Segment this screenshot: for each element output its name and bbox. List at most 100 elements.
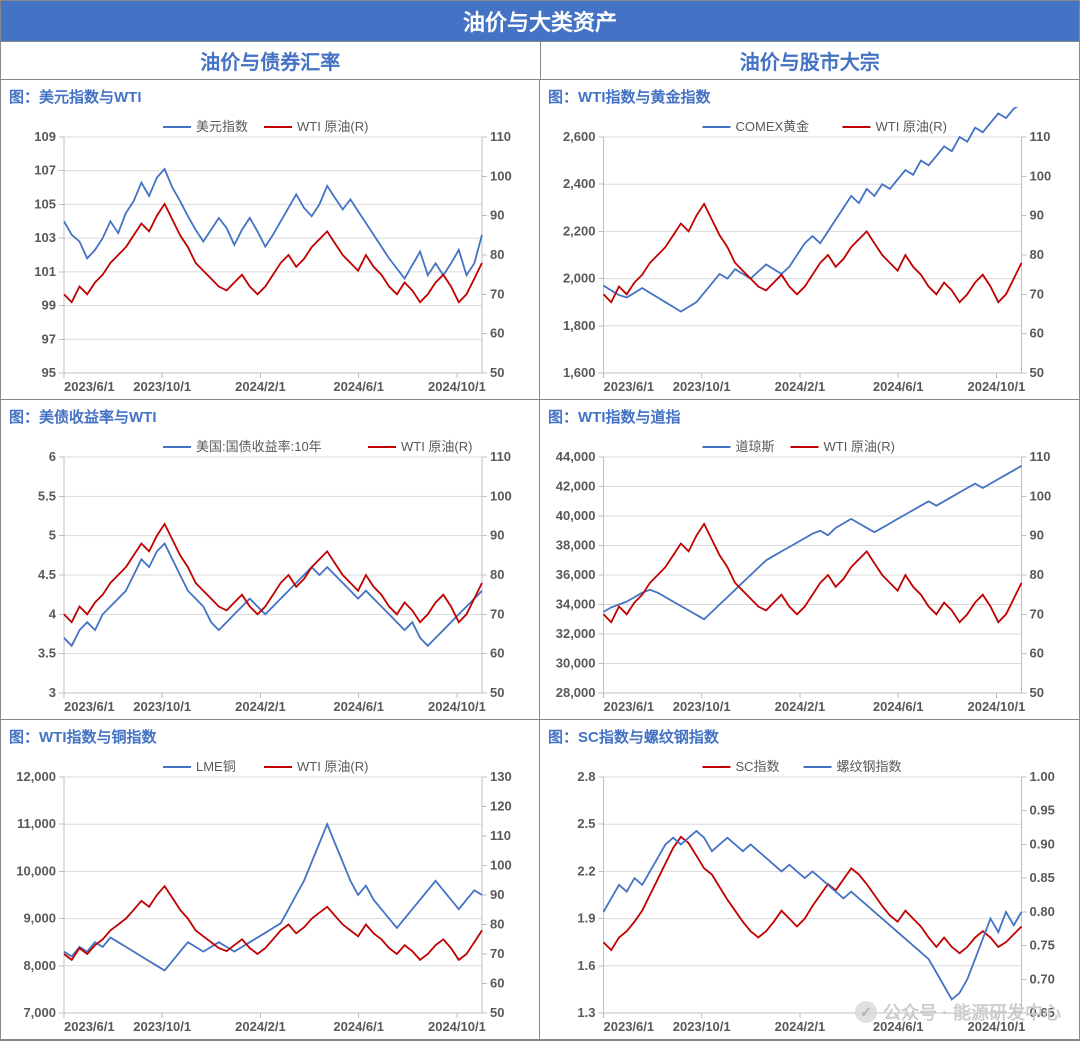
svg-text:36,000: 36,000 bbox=[556, 567, 596, 582]
svg-text:WTI 原油(R): WTI 原油(R) bbox=[401, 439, 472, 454]
svg-text:2023/10/1: 2023/10/1 bbox=[673, 699, 731, 714]
dashboard-container: 油价与大类资产 油价与债券汇率 油价与股市大宗 图：美元指数与WTI 95979… bbox=[0, 0, 1080, 1041]
chart-body: 33.544.555.5650607080901001102023/6/1202… bbox=[7, 427, 533, 717]
legend: 道琼斯 WTI 原油(R) bbox=[703, 439, 895, 454]
svg-text:2024/10/1: 2024/10/1 bbox=[428, 699, 486, 714]
svg-text:28,000: 28,000 bbox=[556, 685, 596, 700]
svg-text:12,000: 12,000 bbox=[16, 769, 56, 784]
svg-text:80: 80 bbox=[1030, 567, 1044, 582]
legend: SC指数 螺纹钢指数 bbox=[703, 759, 902, 774]
svg-text:60: 60 bbox=[490, 976, 504, 991]
svg-text:101: 101 bbox=[34, 264, 56, 279]
svg-text:2024/2/1: 2024/2/1 bbox=[235, 699, 286, 714]
svg-text:2024/6/1: 2024/6/1 bbox=[333, 1019, 384, 1034]
svg-text:0.75: 0.75 bbox=[1030, 938, 1055, 953]
svg-text:1.00: 1.00 bbox=[1030, 769, 1055, 784]
svg-text:2023/6/1: 2023/6/1 bbox=[64, 379, 115, 394]
watermark-text: 公众号 · 能源研发中心 bbox=[883, 999, 1061, 1025]
svg-text:WTI 原油(R): WTI 原油(R) bbox=[824, 439, 895, 454]
svg-text:70: 70 bbox=[490, 946, 504, 961]
svg-text:44,000: 44,000 bbox=[556, 449, 596, 464]
svg-text:5: 5 bbox=[49, 528, 56, 543]
main-header: 油价与大类资产 bbox=[1, 1, 1079, 42]
chart-svg: 7,0008,0009,00010,00011,00012,0005060708… bbox=[7, 747, 533, 1037]
svg-text:50: 50 bbox=[490, 685, 504, 700]
chart-cell-c5: 图：WTI指数与铜指数 7,0008,0009,00010,00011,0001… bbox=[1, 720, 540, 1040]
svg-text:70: 70 bbox=[490, 286, 504, 301]
svg-text:0.80: 0.80 bbox=[1030, 904, 1055, 919]
svg-text:2024/10/1: 2024/10/1 bbox=[967, 699, 1025, 714]
svg-text:2023/10/1: 2023/10/1 bbox=[133, 1019, 191, 1034]
svg-text:2023/6/1: 2023/6/1 bbox=[64, 1019, 115, 1034]
svg-text:2024/10/1: 2024/10/1 bbox=[428, 379, 486, 394]
svg-text:WTI 原油(R): WTI 原油(R) bbox=[297, 759, 368, 774]
chart-title: 图：美债收益率与WTI bbox=[9, 406, 533, 427]
svg-text:2,200: 2,200 bbox=[563, 223, 596, 238]
chart-body: 1,6001,8002,0002,2002,4002,6005060708090… bbox=[546, 107, 1073, 397]
svg-text:100: 100 bbox=[490, 858, 512, 873]
svg-text:美国:国债收益率:10年: 美国:国债收益率:10年 bbox=[196, 439, 322, 454]
svg-text:0.70: 0.70 bbox=[1030, 971, 1055, 986]
series-red bbox=[64, 886, 482, 960]
chart-svg: 28,00030,00032,00034,00036,00038,00040,0… bbox=[546, 427, 1073, 717]
chart-body: 7,0008,0009,00010,00011,00012,0005060708… bbox=[7, 747, 533, 1037]
svg-text:0.95: 0.95 bbox=[1030, 803, 1055, 818]
series-red bbox=[604, 524, 1022, 622]
svg-text:2024/2/1: 2024/2/1 bbox=[235, 379, 286, 394]
svg-text:2023/6/1: 2023/6/1 bbox=[604, 1019, 655, 1034]
chart-title: 图：美元指数与WTI bbox=[9, 86, 533, 107]
svg-text:2024/6/1: 2024/6/1 bbox=[873, 699, 924, 714]
legend: 美国:国债收益率:10年 WTI 原油(R) bbox=[163, 439, 472, 454]
svg-text:7,000: 7,000 bbox=[23, 1005, 56, 1020]
svg-text:2024/10/1: 2024/10/1 bbox=[428, 1019, 486, 1034]
svg-text:2024/2/1: 2024/2/1 bbox=[775, 699, 826, 714]
svg-text:11,000: 11,000 bbox=[17, 816, 56, 831]
svg-text:0.85: 0.85 bbox=[1030, 870, 1055, 885]
svg-text:WTI 原油(R): WTI 原油(R) bbox=[297, 119, 368, 134]
svg-text:2,600: 2,600 bbox=[563, 129, 596, 144]
watermark: ✓ 公众号 · 能源研发中心 bbox=[855, 999, 1061, 1025]
chart-body: 1.31.61.92.22.52.80.650.700.750.800.850.… bbox=[546, 747, 1073, 1037]
svg-text:螺纹钢指数: 螺纹钢指数 bbox=[837, 759, 902, 774]
svg-text:120: 120 bbox=[490, 799, 512, 814]
legend: 美元指数 WTI 原油(R) bbox=[163, 119, 368, 134]
svg-text:90: 90 bbox=[1030, 528, 1044, 543]
chart-body: 9597991011031051071095060708090100110202… bbox=[7, 107, 533, 397]
svg-text:2023/10/1: 2023/10/1 bbox=[133, 699, 191, 714]
svg-text:109: 109 bbox=[34, 129, 56, 144]
svg-text:32,000: 32,000 bbox=[556, 626, 596, 641]
svg-text:60: 60 bbox=[490, 326, 504, 341]
svg-text:2024/2/1: 2024/2/1 bbox=[775, 1019, 826, 1034]
legend: LME铜WTI 原油(R) bbox=[163, 759, 368, 774]
chart-grid: 图：美元指数与WTI 95979910110310510710950607080… bbox=[1, 80, 1079, 1040]
svg-text:6: 6 bbox=[49, 449, 56, 464]
svg-text:110: 110 bbox=[490, 828, 511, 843]
svg-text:105: 105 bbox=[34, 196, 56, 211]
svg-text:SC指数: SC指数 bbox=[736, 759, 780, 774]
chart-svg: 33.544.555.5650607080901001102023/6/1202… bbox=[7, 427, 533, 717]
svg-text:60: 60 bbox=[490, 646, 504, 661]
svg-text:3: 3 bbox=[49, 685, 56, 700]
svg-text:美元指数: 美元指数 bbox=[196, 119, 248, 134]
wechat-icon: ✓ bbox=[855, 1001, 877, 1023]
svg-text:2023/10/1: 2023/10/1 bbox=[133, 379, 191, 394]
svg-text:道琼斯: 道琼斯 bbox=[736, 439, 775, 454]
svg-text:2023/6/1: 2023/6/1 bbox=[604, 699, 655, 714]
svg-text:4: 4 bbox=[49, 606, 57, 621]
svg-text:50: 50 bbox=[1030, 685, 1044, 700]
svg-text:10,000: 10,000 bbox=[16, 863, 56, 878]
svg-text:COMEX黄金: COMEX黄金 bbox=[736, 119, 810, 134]
svg-text:2024/2/1: 2024/2/1 bbox=[775, 379, 826, 394]
svg-text:42,000: 42,000 bbox=[556, 479, 596, 494]
svg-text:60: 60 bbox=[1030, 646, 1044, 661]
sub-header-left: 油价与债券汇率 bbox=[1, 42, 541, 79]
chart-cell-c4: 图：WTI指数与道指 28,00030,00032,00034,00036,00… bbox=[540, 400, 1079, 720]
svg-text:80: 80 bbox=[490, 567, 504, 582]
svg-text:2024/10/1: 2024/10/1 bbox=[967, 379, 1025, 394]
svg-text:99: 99 bbox=[42, 298, 56, 313]
svg-text:60: 60 bbox=[1030, 326, 1044, 341]
svg-text:2.8: 2.8 bbox=[577, 769, 595, 784]
sub-header-right: 油价与股市大宗 bbox=[541, 42, 1080, 79]
chart-cell-c2: 图：WTI指数与黄金指数 1,6001,8002,0002,2002,4002,… bbox=[540, 80, 1079, 400]
svg-text:0.90: 0.90 bbox=[1030, 836, 1055, 851]
